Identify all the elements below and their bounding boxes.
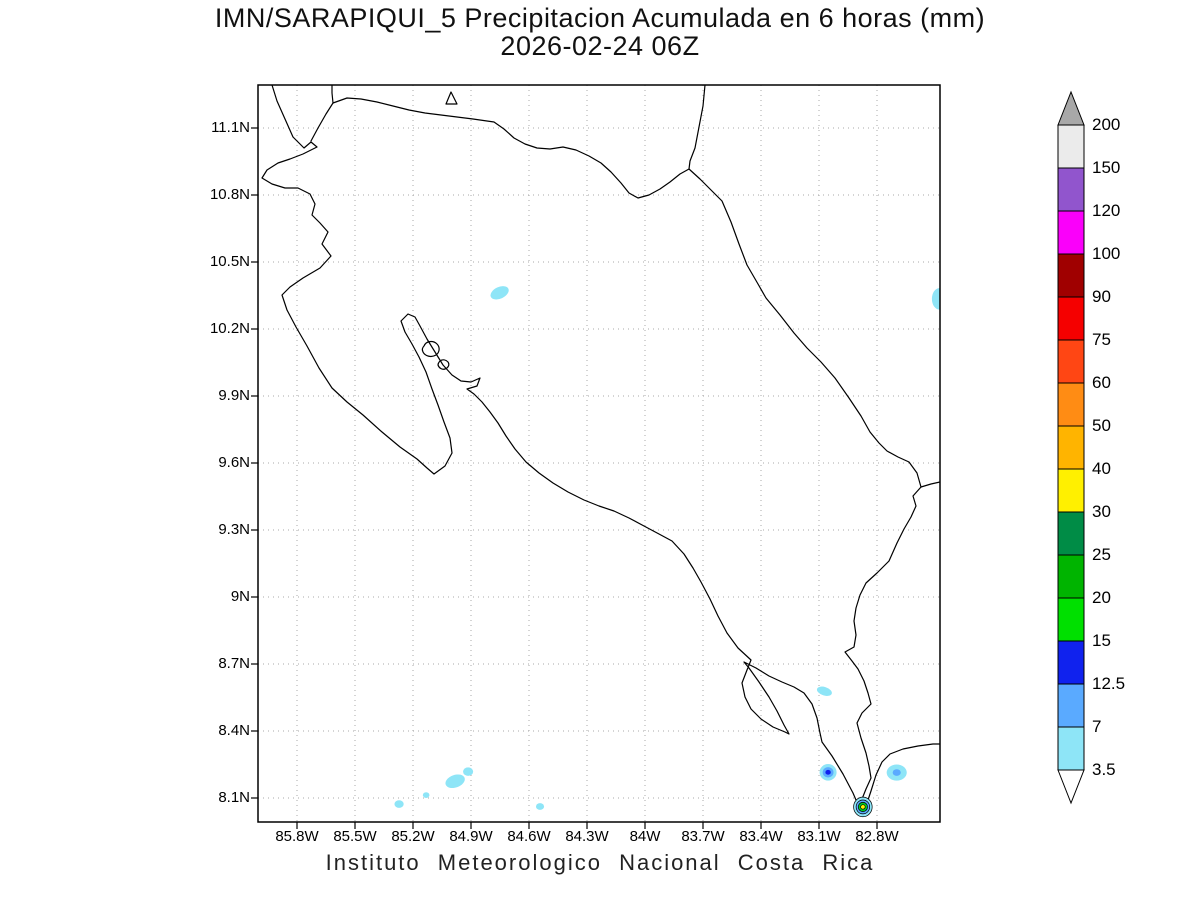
caribbean-coastline-and-panama-border bbox=[688, 85, 922, 815]
colorbar-segment bbox=[1057, 468, 1085, 513]
colorbar-tick-label: 50 bbox=[1092, 416, 1111, 435]
colorbar-tick-label: 30 bbox=[1092, 502, 1111, 521]
grid-lines bbox=[258, 85, 940, 822]
colorbar-segment bbox=[1057, 726, 1085, 771]
colorbar-segment bbox=[1057, 124, 1085, 169]
colorbar-segment bbox=[1057, 167, 1085, 212]
colorbar-segment bbox=[1057, 253, 1085, 298]
colorbar-bottom-arrow bbox=[1057, 769, 1085, 805]
y-axis-label: 8.4N bbox=[218, 722, 250, 739]
chart-title: IMN/SARAPIQUI_5 Precipitacion Acumulada … bbox=[214, 3, 986, 33]
x-axis-label: 84.6W bbox=[507, 828, 551, 845]
y-axis-label: 10.2N bbox=[209, 320, 250, 337]
colorbar-segment bbox=[1057, 597, 1085, 642]
colorbar bbox=[1057, 90, 1085, 805]
nicaragua-border-west bbox=[310, 85, 334, 142]
x-axis-label: 84.3W bbox=[565, 828, 609, 845]
colorbar-segment bbox=[1057, 210, 1085, 255]
x-axis-label: 85.8W bbox=[275, 828, 319, 845]
colorbar-tick-label: 100 bbox=[1092, 244, 1121, 263]
precip-cell bbox=[816, 686, 832, 696]
precip-cell bbox=[886, 764, 907, 781]
precip-cell bbox=[931, 288, 940, 310]
pacific-coastline bbox=[261, 85, 940, 815]
precip-cell bbox=[422, 792, 430, 798]
colorbar-tick-label: 90 bbox=[1092, 287, 1111, 306]
chart-subtitle: 2026-02-24 06Z bbox=[500, 31, 700, 61]
colorbar-tick-label: 25 bbox=[1092, 545, 1111, 564]
precip-cell bbox=[535, 803, 545, 810]
y-axis-label: 9N bbox=[230, 588, 250, 605]
precip-cell bbox=[463, 767, 474, 776]
x-axis-label: 83.4W bbox=[739, 828, 783, 845]
chira-island bbox=[421, 340, 440, 358]
coastlines bbox=[261, 85, 940, 815]
x-axis-label: 84W bbox=[629, 828, 661, 845]
precip-cell bbox=[490, 286, 509, 300]
y-axis-label: 9.9N bbox=[218, 387, 250, 404]
y-axis-label: 10.5N bbox=[209, 253, 250, 270]
colorbar-segment bbox=[1057, 425, 1085, 470]
colorbar-tick-label: 75 bbox=[1092, 330, 1111, 349]
plot-frame bbox=[257, 84, 941, 823]
x-axis-label: 82.8W bbox=[855, 828, 899, 845]
x-axis-label: 83.1W bbox=[797, 828, 841, 845]
colorbar-segment bbox=[1057, 683, 1085, 728]
y-axis-label: 11.1N bbox=[211, 119, 250, 136]
solentiname-island bbox=[445, 91, 458, 105]
x-axis-label: 85.2W bbox=[391, 828, 435, 845]
colorbar-tick-label: 12.5 bbox=[1092, 674, 1126, 693]
panama-caribbean-coast bbox=[920, 481, 940, 488]
colorbar-segment bbox=[1057, 511, 1085, 556]
colorbar-segment bbox=[1057, 296, 1085, 341]
colorbar-tick-label: 40 bbox=[1092, 459, 1111, 478]
precip-cell bbox=[819, 764, 837, 781]
venado-island bbox=[437, 359, 450, 370]
precip-cell bbox=[394, 800, 404, 808]
colorbar-segment bbox=[1057, 382, 1085, 427]
x-axis-label: 84.9W bbox=[449, 828, 493, 845]
y-axis-label: 9.6N bbox=[218, 454, 250, 471]
colorbar-segment bbox=[1057, 640, 1085, 685]
colorbar-segment bbox=[1057, 339, 1085, 384]
precipitation-cells bbox=[394, 286, 940, 818]
colorbar-tick-label: 200 bbox=[1092, 115, 1121, 134]
colorbar-tick-label: 3.5 bbox=[1092, 760, 1116, 779]
colorbar-segment bbox=[1057, 554, 1085, 599]
colorbar-tick-label: 15 bbox=[1092, 631, 1111, 650]
axis-ticks bbox=[251, 127, 878, 829]
x-axis-label: 85.5W bbox=[333, 828, 377, 845]
y-axis-label: 9.3N bbox=[218, 521, 250, 538]
precip-cell bbox=[445, 774, 465, 789]
colorbar-tick-label: 150 bbox=[1092, 158, 1121, 177]
precip-cell bbox=[853, 796, 873, 818]
x-axis-label: 83.7W bbox=[681, 828, 725, 845]
y-axis-label: 10.8N bbox=[209, 186, 250, 203]
colorbar-tick-label: 20 bbox=[1092, 588, 1111, 607]
lake-nicaragua-shore-and-san-juan-river bbox=[332, 97, 690, 199]
y-axis-label: 8.1N bbox=[218, 789, 250, 806]
colorbar-top-arrow bbox=[1057, 90, 1085, 126]
colorbar-tick-label: 7 bbox=[1092, 717, 1102, 736]
attribution: Instituto Meteorologico Nacional Costa R… bbox=[325, 850, 875, 875]
y-axis-label: 8.7N bbox=[218, 655, 250, 672]
colorbar-tick-label: 60 bbox=[1092, 373, 1111, 392]
colorbar-tick-label: 120 bbox=[1092, 201, 1121, 220]
